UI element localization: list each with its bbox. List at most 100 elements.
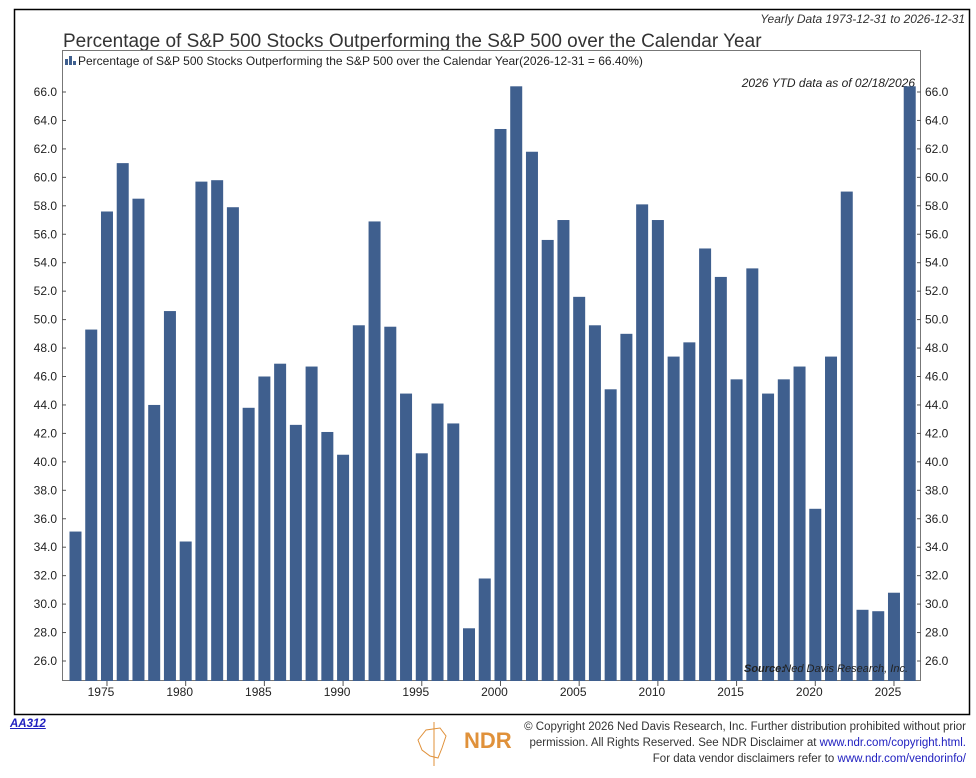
y-tick-label-right: 50.0 xyxy=(925,313,949,327)
chart-code-link[interactable]: AA312 xyxy=(10,718,46,730)
x-tick-label: 2025 xyxy=(875,685,902,699)
bar-2010 xyxy=(651,220,664,681)
y-tick-label: 62.0 xyxy=(34,142,58,156)
bar-2009 xyxy=(636,204,649,681)
bar-1973 xyxy=(69,531,82,681)
bar-1987 xyxy=(289,424,302,681)
chart-code[interactable]: AA312 xyxy=(10,718,46,730)
bar-2008 xyxy=(620,333,633,681)
y-tick-label-right: 62.0 xyxy=(925,142,949,156)
bar-2011 xyxy=(667,356,680,681)
y-tick-label-right: 40.0 xyxy=(925,455,949,469)
y-tick-label: 30.0 xyxy=(34,597,58,611)
plot-frame xyxy=(62,50,921,681)
bar-1986 xyxy=(274,363,287,681)
bar-2005 xyxy=(573,296,586,681)
bar-2017 xyxy=(762,393,775,681)
bar-2012 xyxy=(683,342,696,681)
bar-1980 xyxy=(179,541,192,681)
y-tick-label: 34.0 xyxy=(34,540,58,554)
y-tick-label-right: 38.0 xyxy=(925,483,949,497)
bar-2000 xyxy=(494,128,507,682)
y-tick-label: 64.0 xyxy=(34,113,58,127)
x-tick-label: 2000 xyxy=(481,685,508,699)
bar-1977 xyxy=(132,198,145,681)
bar-1993 xyxy=(384,326,397,681)
y-tick-label: 48.0 xyxy=(34,341,58,355)
bar-1988 xyxy=(305,366,318,681)
y-tick-label-right: 34.0 xyxy=(925,540,949,554)
y-tick-label-right: 26.0 xyxy=(925,654,949,668)
copyright-link[interactable]: www.ndr.com/copyright.html. xyxy=(819,737,966,749)
x-tick-label: 2020 xyxy=(796,685,823,699)
y-tick-label: 56.0 xyxy=(34,227,58,241)
bar-1992 xyxy=(368,221,381,681)
y-tick-label: 46.0 xyxy=(34,370,58,384)
y-tick-label-right: 52.0 xyxy=(925,284,949,298)
y-tick-label-right: 44.0 xyxy=(925,398,949,412)
bar-1996 xyxy=(431,403,444,681)
y-tick-label: 52.0 xyxy=(34,284,58,298)
copyright-line2: permission. All Rights Reserved. See NDR… xyxy=(529,737,817,749)
bar-1989 xyxy=(321,431,334,681)
bar-1982 xyxy=(211,180,224,681)
y-tick-label: 40.0 xyxy=(34,455,58,469)
y-tick-label: 44.0 xyxy=(34,398,58,412)
y-tick-label-right: 48.0 xyxy=(925,341,949,355)
y-tick-label-right: 60.0 xyxy=(925,170,949,184)
bar-2006 xyxy=(588,325,601,681)
bar-1976 xyxy=(116,163,129,681)
bar-2018 xyxy=(777,379,790,681)
x-tick-label: 1995 xyxy=(402,685,429,699)
bar-2015 xyxy=(730,379,743,681)
bar-2004 xyxy=(557,220,570,681)
copyright: © Copyright 2026 Ned Davis Research, Inc… xyxy=(524,719,966,767)
bar-1994 xyxy=(400,393,413,681)
legend-swatch xyxy=(65,59,68,65)
y-tick-label: 50.0 xyxy=(34,313,58,327)
x-tick-label: 1990 xyxy=(324,685,351,699)
source-text: Ned Davis Research, Inc. xyxy=(783,663,908,675)
y-tick-label: 66.0 xyxy=(34,85,58,99)
y-tick-label-right: 56.0 xyxy=(925,227,949,241)
x-tick-label: 2005 xyxy=(560,685,587,699)
y-tick-label-right: 58.0 xyxy=(925,199,949,213)
x-tick-label: 1980 xyxy=(166,685,193,699)
ndr-logo-text: NDR xyxy=(464,728,512,753)
bar-1974 xyxy=(85,329,98,681)
y-tick-label-right: 36.0 xyxy=(925,512,949,526)
bar-2001 xyxy=(510,86,523,681)
y-tick-label-right: 64.0 xyxy=(925,113,949,127)
y-tick-label-right: 30.0 xyxy=(925,597,949,611)
bar-2014 xyxy=(714,276,727,681)
y-tick-label: 36.0 xyxy=(34,512,58,526)
bar-1984 xyxy=(242,407,255,681)
bar-2022 xyxy=(840,191,853,681)
x-tick-label: 1985 xyxy=(245,685,272,699)
bar-1997 xyxy=(447,423,460,681)
bar-2003 xyxy=(541,239,554,681)
bar-2026 xyxy=(903,86,916,681)
vendor-link[interactable]: www.ndr.com/vendorinfo/ xyxy=(837,753,966,765)
y-tick-label-right: 66.0 xyxy=(925,85,949,99)
y-tick-label-right: 54.0 xyxy=(925,256,949,270)
chart: Yearly Data 1973-12-31 to 2026-12-31 Per… xyxy=(13,8,971,716)
bar-2016 xyxy=(746,268,759,681)
bar-2020 xyxy=(809,508,822,681)
x-tick-label: 1975 xyxy=(88,685,115,699)
chart-subtitle: Yearly Data 1973-12-31 to 2026-12-31 xyxy=(760,12,965,26)
y-tick-label: 58.0 xyxy=(34,199,58,213)
y-tick-label-right: 32.0 xyxy=(925,569,949,583)
bar-2002 xyxy=(525,151,538,681)
bar-1998 xyxy=(463,628,475,681)
bar-2021 xyxy=(825,356,838,681)
y-tick-label-right: 28.0 xyxy=(925,626,949,640)
bar-1990 xyxy=(337,454,350,681)
y-tick-label-right: 46.0 xyxy=(925,370,949,384)
y-tick-label: 54.0 xyxy=(34,256,58,270)
annotation: 2026 YTD data as of 02/18/2026 xyxy=(741,76,916,90)
bar-1999 xyxy=(478,578,491,681)
bar-2013 xyxy=(699,248,712,681)
bar-1981 xyxy=(195,181,208,681)
